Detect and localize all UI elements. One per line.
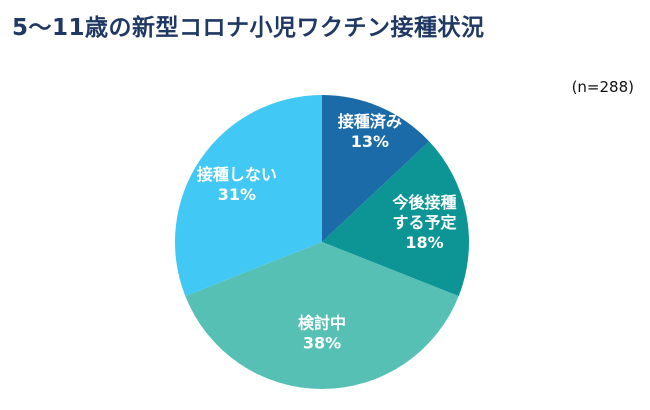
- pie-slice-2: [185, 242, 459, 389]
- pie-slice-3: [174, 95, 322, 297]
- slice-label-3: 接種しない 31%: [197, 165, 277, 204]
- sample-size-note: (n=288): [571, 78, 634, 96]
- chart-title: 5〜11歳の新型コロナ小児ワクチン接種状況: [12, 15, 485, 41]
- pie-slice-1: [322, 141, 470, 297]
- slice-label-2: 検討中 38%: [298, 314, 346, 353]
- slice-label-1: 今後接種する予定 18%: [392, 193, 457, 252]
- slice-label-0: 接種済み 13%: [338, 112, 402, 151]
- pie-slice-0: [322, 95, 430, 242]
